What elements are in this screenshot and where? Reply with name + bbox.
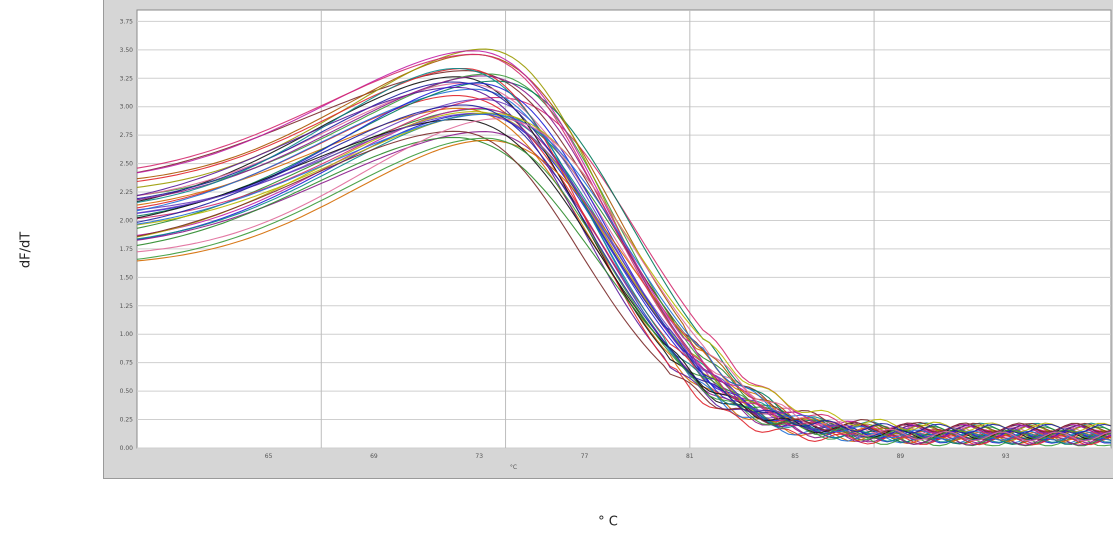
y-tick-label: 0.75	[120, 360, 134, 367]
melt-curve-line	[136, 113, 1112, 441]
melt-curve-line	[136, 104, 1112, 434]
melt-curve-line	[136, 67, 1112, 443]
y-tick-label: 1.75	[120, 246, 134, 253]
melt-curve-line	[136, 130, 1112, 433]
y-tick-label: 2.75	[120, 132, 134, 139]
y-tick-label: 0.00	[120, 445, 134, 452]
x-tick-label: 93	[1002, 453, 1010, 460]
x-axis-label: ° C	[598, 514, 618, 530]
plot-area	[136, 9, 1112, 449]
x-tick-label: 77	[581, 453, 589, 460]
chart-panel: 0.00 0.25 0.50 0.75 1.00 1.25 1.50 1.75 2.00 2.25…	[103, 0, 1113, 479]
melt-curve-line	[136, 53, 1112, 440]
melt-curve-line	[136, 82, 1112, 441]
melt-curve-line	[136, 118, 1112, 442]
y-tick-label: 3.50	[120, 47, 134, 54]
y-tick-label: 1.50	[120, 274, 134, 281]
y-tick-label: 3.75	[120, 18, 134, 25]
y-tick-label: 3.25	[120, 75, 134, 82]
y-tick-label: 0.25	[120, 417, 134, 424]
y-tick-label: 2.50	[120, 161, 134, 168]
melt-curve-line	[136, 139, 1112, 442]
y-tick-label: 3.00	[120, 104, 134, 111]
y-axis-label: dF/dT	[18, 231, 34, 269]
x-tick-label: 89	[897, 453, 905, 460]
melt-curve-line	[136, 86, 1112, 436]
x-tick-label: 73	[475, 453, 483, 460]
x-tick-label: 65	[265, 453, 273, 460]
x-unit-label: °C	[510, 464, 517, 471]
x-tick-label: 85	[791, 453, 799, 460]
y-tick-label: 1.25	[120, 303, 134, 310]
y-tick-label: 0.50	[120, 388, 134, 395]
x-tick-label: 81	[686, 453, 694, 460]
melt-curve-chart: 0.00 0.25 0.50 0.75 1.00 1.25 1.50 1.75 2.00 2.25…	[120, 9, 1112, 471]
y-tick-label: 2.00	[120, 217, 134, 224]
x-tick-label: 69	[370, 453, 378, 460]
y-tick-label: 1.00	[120, 331, 134, 338]
melt-curve-line	[136, 73, 1112, 447]
y-tick-label: 2.25	[120, 189, 134, 196]
